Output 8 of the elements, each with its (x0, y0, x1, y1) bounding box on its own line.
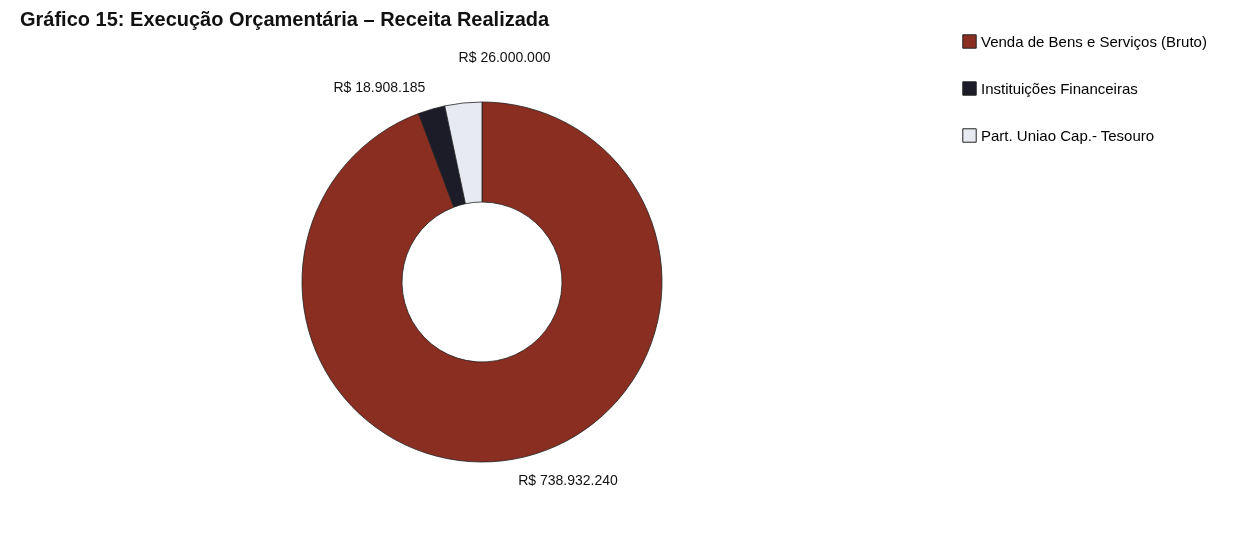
donut-slice (301, 101, 663, 463)
data-label: R$ 18.908.185 (333, 79, 426, 96)
legend-label: Venda de Bens e Serviços (Bruto) (981, 32, 1207, 50)
data-label: R$ 738.932.240 (518, 471, 619, 488)
data-label: R$ 26.000.000 (458, 49, 551, 66)
chart-title: Gráfico 15: Execução Orçamentária – Receita Realizada (20, 8, 551, 30)
legend-label: Part. Uniao Cap.- Tesouro (981, 126, 1155, 144)
legend-label: Instituições Financeiras (981, 79, 1138, 97)
